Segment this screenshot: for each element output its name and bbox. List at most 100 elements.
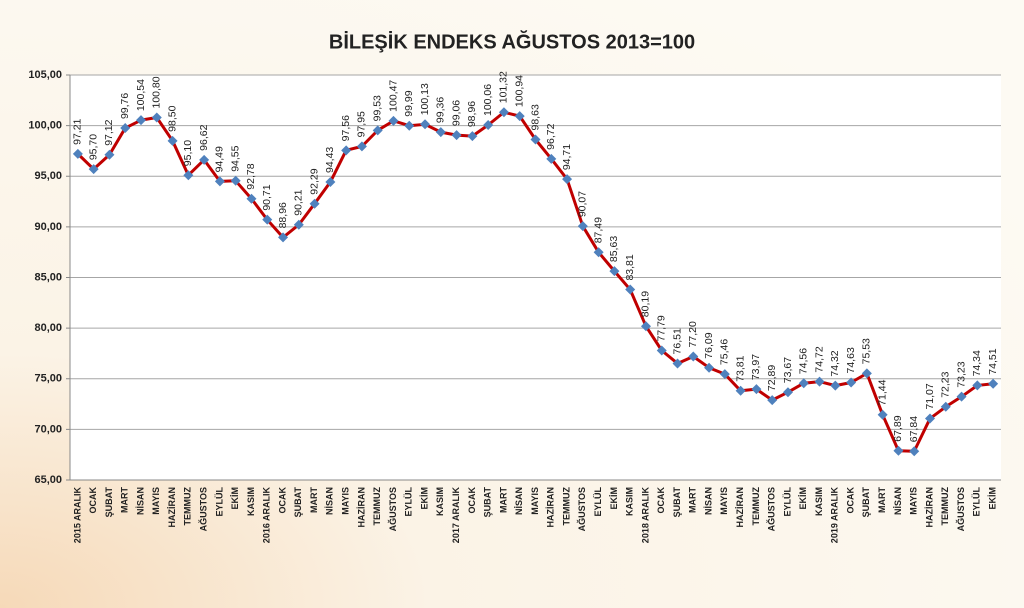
value-label: 72,23 <box>940 371 952 397</box>
x-tick-label: KASIM <box>246 487 256 516</box>
marker <box>88 164 99 175</box>
x-tick-label: MART <box>309 487 319 513</box>
x-tick-label: 2018 ARALIK <box>640 487 650 544</box>
x-tick-label: 2017 ARALIK <box>451 487 461 544</box>
value-label: 94,43 <box>324 147 336 173</box>
value-label: 95,70 <box>87 134 99 160</box>
x-tick-label: OCAK <box>467 487 477 514</box>
marker <box>562 174 573 185</box>
y-tick-label: 75,00 <box>34 373 62 385</box>
value-label: 100,94 <box>514 75 526 107</box>
x-tick-label: MART <box>688 487 698 513</box>
value-label: 101,32 <box>498 71 510 103</box>
marker <box>640 321 651 332</box>
marker <box>230 175 241 186</box>
marker <box>167 135 178 146</box>
x-tick-label: MAYIS <box>719 487 729 515</box>
value-label: 99,06 <box>450 100 462 126</box>
marker <box>483 120 494 131</box>
x-tick-label: AĞUSTOS <box>766 487 777 531</box>
value-label: 94,71 <box>561 144 573 170</box>
value-label: 92,29 <box>308 168 320 194</box>
value-label: 100,54 <box>135 79 147 111</box>
marker <box>688 351 699 362</box>
marker <box>136 115 147 126</box>
x-tick-label: EYLÜL <box>593 487 603 517</box>
value-label: 73,97 <box>750 354 762 380</box>
x-tick-label: TEMMUZ <box>940 487 950 526</box>
marker <box>356 141 367 152</box>
value-label: 97,56 <box>340 115 352 141</box>
value-label: 67,84 <box>908 416 920 442</box>
marker <box>893 445 904 456</box>
y-tick-label: 95,00 <box>34 170 62 182</box>
x-tick-label: EKİM <box>609 487 619 510</box>
marker <box>262 214 273 225</box>
marker <box>956 391 967 402</box>
value-label: 74,32 <box>829 350 841 376</box>
x-tick-label: MAYIS <box>909 487 919 515</box>
value-label: 94,49 <box>214 146 226 172</box>
value-label: 85,63 <box>608 236 620 262</box>
marker <box>451 130 462 141</box>
marker <box>656 345 667 356</box>
value-label: 74,34 <box>971 350 983 376</box>
marker <box>341 145 352 156</box>
value-label: 98,63 <box>529 104 541 130</box>
chart-title: BİLEŞİK ENDEKS AĞUSTOS 2013=100 <box>329 29 695 53</box>
value-label: 88,96 <box>277 202 289 228</box>
marker <box>782 387 793 398</box>
x-tick-label: MAYIS <box>530 487 540 515</box>
value-label: 92,78 <box>245 163 257 189</box>
value-label: 98,96 <box>466 101 478 127</box>
y-tick-label: 70,00 <box>34 423 62 435</box>
marker <box>593 247 604 258</box>
value-label: 75,53 <box>861 338 873 364</box>
x-tick-label: EYLÜL <box>782 487 792 517</box>
y-tick-label: 90,00 <box>34 221 62 233</box>
x-tick-label: TEMMUZ <box>561 487 571 526</box>
marker <box>404 120 415 131</box>
x-tick-label: HAZİRAN <box>356 487 366 528</box>
marker <box>372 125 383 136</box>
x-tick-label: OCAK <box>88 487 98 514</box>
x-tick-label: HAZİRAN <box>924 487 934 528</box>
x-tick-label: ŞUBAT <box>672 487 682 518</box>
x-tick-label: ŞUBAT <box>861 487 871 518</box>
x-tick-label: KASIM <box>435 487 445 516</box>
x-tick-label: MAYIS <box>341 487 351 515</box>
x-tick-label: NİSAN <box>135 487 145 515</box>
x-tick-label: 2019 ARALIK <box>830 487 840 544</box>
x-tick-label: TEMMUZ <box>372 487 382 526</box>
value-label: 71,07 <box>924 383 936 409</box>
value-label: 74,51 <box>987 348 999 374</box>
x-tick-label: ŞUBAT <box>483 487 493 518</box>
value-label: 80,19 <box>640 291 652 317</box>
marker <box>498 107 509 118</box>
marker <box>972 380 983 391</box>
value-label: 99,53 <box>371 95 383 121</box>
value-label: 71,44 <box>876 379 888 405</box>
value-label: 97,12 <box>103 119 115 145</box>
value-label: 87,49 <box>592 217 604 243</box>
value-label: 76,09 <box>703 332 715 358</box>
marker <box>435 127 446 138</box>
x-tick-label: OCAK <box>656 487 666 514</box>
value-label: 96,62 <box>198 124 210 150</box>
x-tick-label: EYLÜL <box>214 487 224 517</box>
marker <box>672 358 683 369</box>
value-label: 90,71 <box>261 184 273 210</box>
value-label: 100,13 <box>419 83 431 115</box>
x-tick-label: ŞUBAT <box>293 487 303 518</box>
marker <box>214 176 225 187</box>
value-label: 99,36 <box>435 97 447 123</box>
marker <box>309 198 320 209</box>
value-label: 99,76 <box>119 93 131 119</box>
x-tick-label: TEMMUZ <box>751 487 761 526</box>
x-tick-label: NİSAN <box>325 487 335 515</box>
marker <box>467 131 478 142</box>
marker <box>924 413 935 424</box>
marker <box>246 193 257 204</box>
x-tick-label: ŞUBAT <box>104 487 114 518</box>
marker <box>625 284 636 295</box>
